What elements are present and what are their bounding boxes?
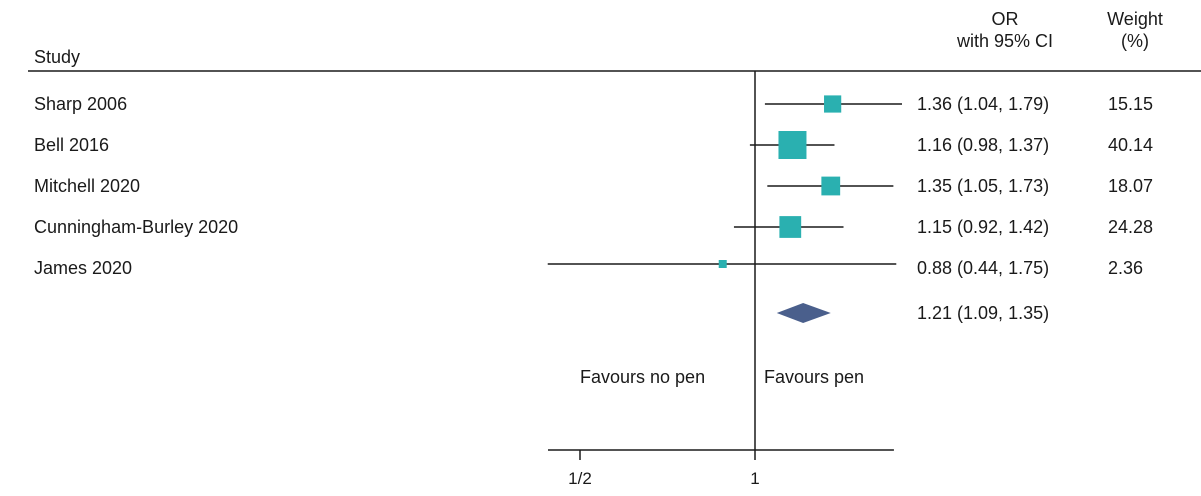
study-name: Mitchell 2020 (34, 176, 141, 196)
weight-value: 15.15 (1108, 94, 1154, 114)
pooled-or-ci-value: 1.21 (1.09, 1.35) (917, 303, 1050, 323)
study-name: Cunningham-Burley 2020 (34, 217, 239, 237)
favours-right-label: Favours pen (764, 367, 865, 387)
study-marker (824, 95, 842, 113)
pooled-diamond (776, 303, 831, 323)
or-column-header-line1: OR (991, 9, 1019, 29)
weight-column-header-line1: Weight (1107, 9, 1163, 29)
study-name: Bell 2016 (34, 135, 110, 155)
weight-value: 40.14 (1108, 135, 1154, 155)
study-name: Sharp 2006 (34, 94, 128, 114)
x-tick-label: 1 (750, 469, 760, 488)
weight-value: 18.07 (1108, 176, 1154, 196)
study-marker (718, 260, 727, 268)
study-column-header: Study (34, 47, 81, 67)
weight-value: 24.28 (1108, 217, 1154, 237)
study-name: James 2020 (34, 258, 133, 278)
or-ci-value: 1.15 (0.92, 1.42) (917, 217, 1050, 237)
weight-column-header-line2: (%) (1121, 31, 1149, 51)
or-ci-value: 1.36 (1.04, 1.79) (917, 94, 1050, 114)
or-column-header-line2: with 95% CI (956, 31, 1054, 51)
or-ci-value: 1.35 (1.05, 1.73) (917, 176, 1050, 196)
or-ci-value: 0.88 (0.44, 1.75) (917, 258, 1050, 278)
weight-value: 2.36 (1108, 258, 1144, 278)
or-ci-value: 1.16 (0.98, 1.37) (917, 135, 1050, 155)
study-marker (778, 131, 807, 159)
favours-left-label: Favours no pen (580, 367, 706, 387)
study-marker (779, 216, 802, 238)
study-marker (821, 176, 841, 196)
x-tick-label: 1/2 (568, 469, 592, 488)
